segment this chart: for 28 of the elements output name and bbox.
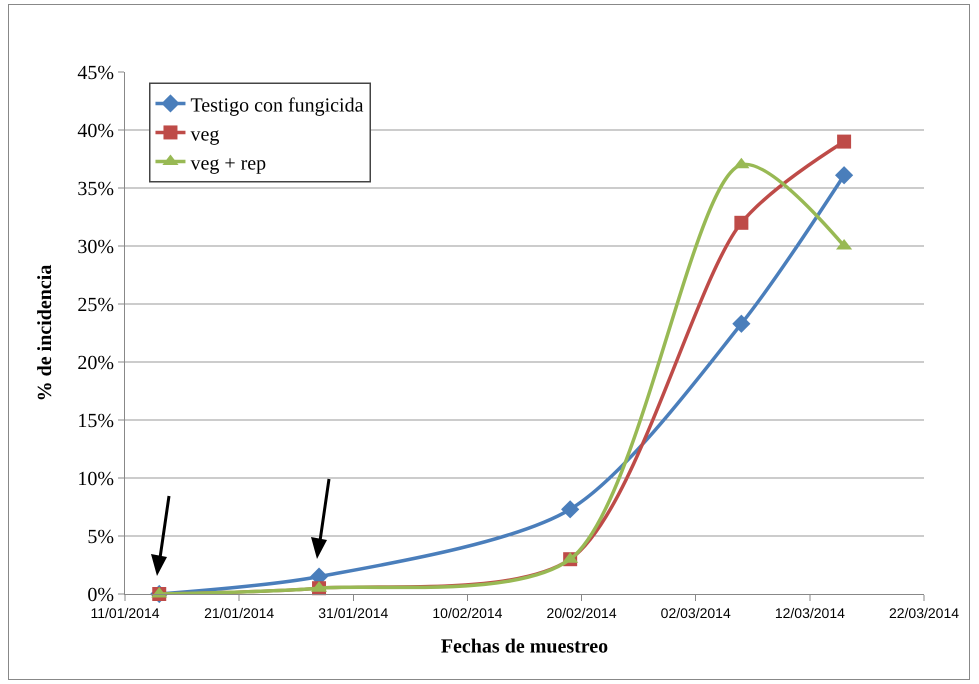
point xyxy=(837,134,852,149)
y-axis-title: % de incidencia xyxy=(34,264,56,402)
y-tick-label: 30% xyxy=(77,236,114,258)
y-tick-label: 25% xyxy=(77,294,114,316)
x-tick-label: 02/03/2014 xyxy=(660,604,731,621)
point xyxy=(732,314,750,333)
x-tick-label: 20/02/2014 xyxy=(546,604,617,621)
y-tick-label: 20% xyxy=(77,352,114,374)
legend-label: veg + rep xyxy=(190,152,266,174)
legend-label: Testigo con fungicida xyxy=(190,94,364,116)
y-tick-label: 35% xyxy=(77,178,114,200)
y-tick-label: 15% xyxy=(77,410,114,432)
y-tick-label: 5% xyxy=(87,526,114,548)
legend-label: veg xyxy=(190,123,220,146)
point xyxy=(561,500,580,518)
x-tick-label: 10/02/2014 xyxy=(432,604,503,621)
x-tick-label: 22/03/2014 xyxy=(888,604,960,621)
y-tick-label: 45% xyxy=(77,62,114,84)
x-axis-title: Fechas de muestreo xyxy=(440,635,608,658)
x-tick-label: 21/01/2014 xyxy=(204,604,274,621)
y-tick-label: 10% xyxy=(77,468,114,490)
y-tick-label: 0% xyxy=(87,584,114,606)
y-tick-label: 40% xyxy=(77,120,114,142)
point xyxy=(835,166,854,184)
point xyxy=(734,216,748,230)
x-tick-label: 11/01/2014 xyxy=(90,604,160,621)
x-tick-label: 31/01/2014 xyxy=(318,604,389,621)
x-tick-label: 12/03/2014 xyxy=(774,604,846,621)
